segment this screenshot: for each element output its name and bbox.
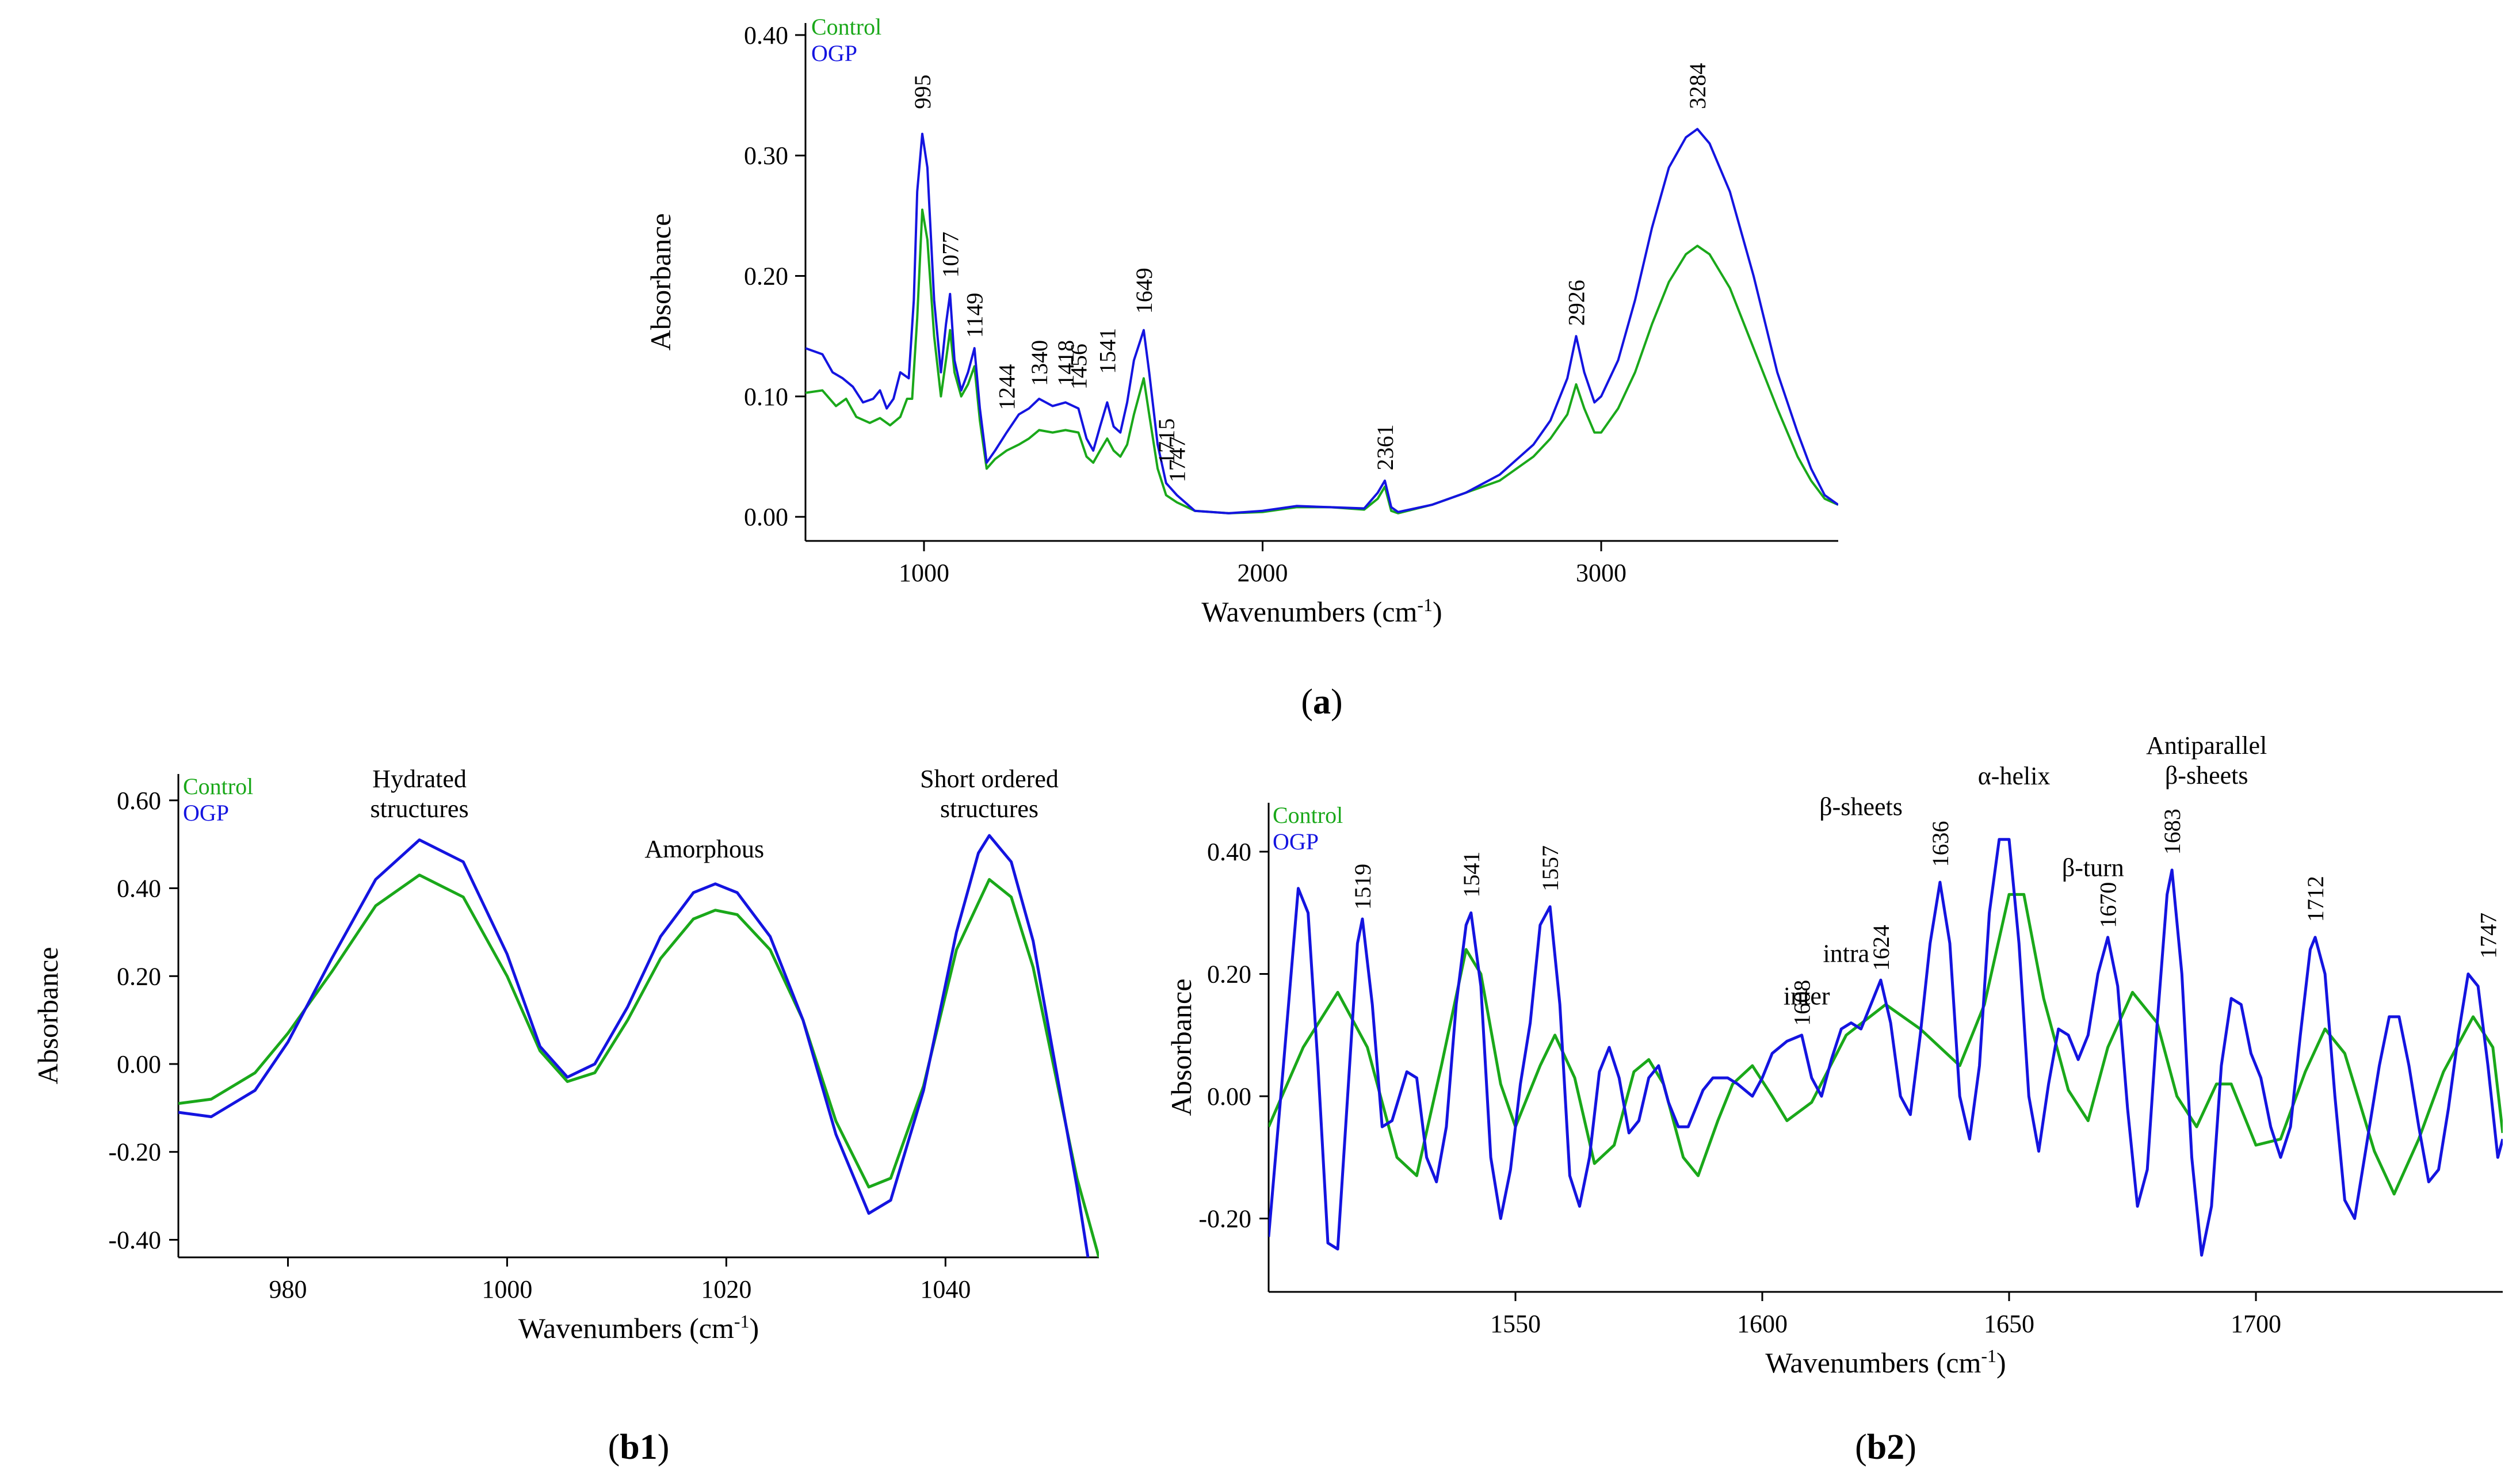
peak-label: 1712 — [2303, 876, 2328, 922]
y-axis-label: Absorbance — [32, 947, 64, 1085]
peak-label: 1747 — [1164, 436, 1190, 482]
y-tick-label: 0.00 — [1207, 1082, 1251, 1111]
region-annotation: β-sheets — [1819, 792, 1903, 821]
region-annotation: β-turn — [2062, 854, 2124, 882]
peak-label: 1670 — [2095, 882, 2121, 928]
y-tick-label: -0.20 — [1198, 1205, 1251, 1233]
y-tick-label: -0.20 — [108, 1138, 161, 1166]
x-axis-label: Wavenumbers (cm-1) — [1765, 1345, 2006, 1379]
region-annotation: structures — [940, 795, 1038, 823]
legend-control: Control — [1273, 802, 1343, 828]
region-annotation: inter — [1784, 982, 1830, 1010]
y-tick-label: 0.10 — [744, 383, 788, 411]
peak-label: 1418 — [1053, 340, 1079, 386]
peak-label: 1557 — [1537, 845, 1563, 891]
series-line-ogp — [1269, 838, 2503, 1257]
series-line-control — [178, 874, 1099, 1257]
panel-label: (b1) — [608, 1428, 670, 1467]
y-tick-label: 0.60 — [117, 787, 161, 815]
region-annotation: Amorphous — [644, 835, 764, 863]
x-tick-label: 1000 — [899, 559, 949, 587]
legend-ogp: OGP — [183, 800, 229, 826]
chart-a: 1000 2000 3000 0.00 0.10 0.20 0.30 0.40 Wavenumb… — [644, 14, 1838, 722]
peak-label: 1541 — [1458, 852, 1484, 898]
peak-label: 1340 — [1026, 340, 1052, 386]
peak-label: 1608 — [1789, 980, 1815, 1026]
y-axis-label: Absorbance — [644, 213, 677, 351]
x-tick-label: 2000 — [1238, 559, 1288, 587]
peak-label: 1077 — [937, 231, 963, 277]
series-line-control — [805, 208, 1838, 514]
region-annotation: Hydrated — [372, 765, 467, 793]
y-tick-label: 0.30 — [744, 142, 788, 170]
y-tick-label: 0.20 — [1207, 960, 1251, 989]
region-annotation: α-helix — [1978, 762, 2051, 790]
region-annotation: Antiparallel — [2146, 731, 2267, 760]
region-annotation: intra — [1823, 939, 1870, 967]
y-axis-label: Absorbance — [1165, 979, 1197, 1116]
series-line-ogp — [805, 128, 1838, 514]
y-tick-label: 0.40 — [117, 875, 161, 903]
legend-ogp: OGP — [1273, 829, 1319, 855]
legend-control: Control — [811, 14, 881, 40]
peak-label: 995 — [910, 74, 936, 109]
peak-label: 1636 — [1927, 821, 1953, 867]
chart-b1: 980 1000 1020 1040 -0.40 -0.20 0.00 0.20 0.40 0.6… — [32, 765, 1099, 1467]
peak-label: 1244 — [994, 364, 1020, 410]
region-annotation: β-sheets — [2165, 761, 2248, 790]
peak-label: 1683 — [2159, 809, 2185, 855]
y-tick-label: 0.00 — [744, 503, 788, 531]
peak-label: 1649 — [1131, 268, 1157, 314]
chart-b2: 1550 1600 1650 1700 -0.20 0.00 0.20 0.40 Wavenum… — [1165, 731, 2503, 1467]
panel-label: (b2) — [1855, 1428, 1916, 1467]
legend-control: Control — [183, 773, 253, 799]
legend-ogp: OGP — [811, 40, 857, 66]
x-axis-label: Wavenumbers (cm-1) — [518, 1311, 759, 1344]
peak-label: 1456 — [1066, 344, 1091, 390]
region-annotation: Short ordered — [920, 765, 1059, 793]
region-annotation: structures — [371, 795, 469, 823]
y-tick-label: 0.00 — [117, 1050, 161, 1078]
panel-label: (a) — [1301, 682, 1342, 722]
series-line-ogp — [178, 834, 1090, 1257]
peak-label: 1715 — [1154, 418, 1179, 464]
y-tick-label: 0.20 — [744, 262, 788, 291]
peak-label: 1149 — [962, 293, 988, 338]
peak-label: 3284 — [1685, 63, 1710, 109]
x-tick-label: 1020 — [701, 1275, 751, 1303]
y-tick-label: -0.40 — [108, 1226, 161, 1254]
y-tick-label: 0.40 — [1207, 838, 1251, 866]
peak-label: 1624 — [1868, 925, 1894, 971]
y-tick-label: 0.40 — [744, 21, 788, 49]
x-tick-label: 1550 — [1490, 1310, 1541, 1338]
peak-label: 2926 — [1563, 280, 1589, 326]
x-tick-label: 1700 — [2231, 1310, 2281, 1338]
peak-label: 2361 — [1372, 424, 1398, 470]
x-tick-label: 1000 — [482, 1275, 532, 1303]
x-axis-label: Wavenumbers (cm-1) — [1201, 594, 1442, 628]
peak-label: 1541 — [1094, 328, 1120, 374]
peak-label: 1747 — [2475, 913, 2501, 959]
y-tick-label: 0.20 — [117, 962, 161, 990]
x-tick-label: 1600 — [1737, 1310, 1788, 1338]
x-tick-label: 1040 — [920, 1275, 971, 1303]
x-tick-label: 1650 — [1984, 1310, 2034, 1338]
peak-label: 1519 — [1350, 864, 1376, 910]
x-tick-label: 3000 — [1576, 559, 1626, 587]
x-tick-label: 980 — [269, 1275, 307, 1303]
